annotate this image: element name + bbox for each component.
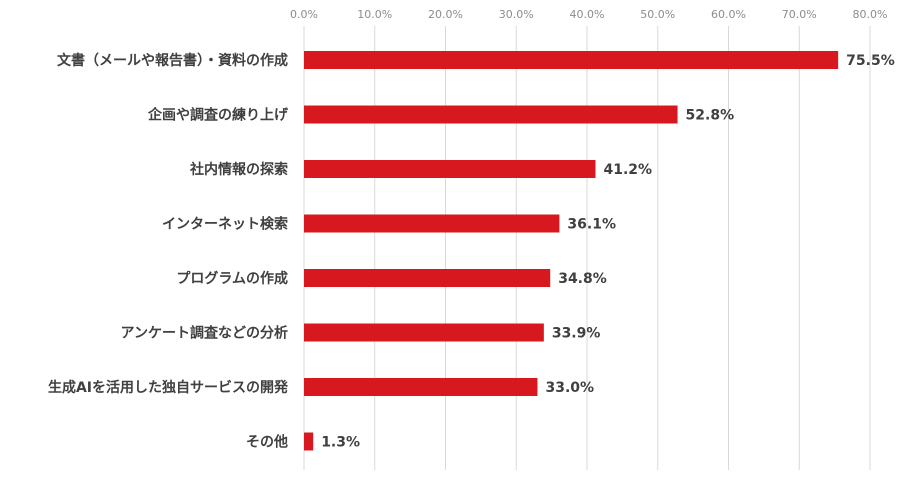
category-label: 文書（メールや報告書）・資料の作成 xyxy=(57,52,288,69)
x-tick-label: 60.0% xyxy=(711,8,746,21)
data-label: 41.2% xyxy=(603,162,652,178)
x-tick-label: 10.0% xyxy=(357,8,392,21)
data-label: 1.3% xyxy=(321,435,360,451)
data-label: 36.1% xyxy=(567,217,616,233)
data-label: 52.8% xyxy=(686,108,735,124)
data-label: 75.5% xyxy=(846,53,895,69)
category-label: プログラムの作成 xyxy=(176,270,288,287)
category-label: インターネット検索 xyxy=(162,216,288,233)
data-label: 33.9% xyxy=(552,326,601,342)
x-tick-label: 40.0% xyxy=(570,8,605,21)
bar xyxy=(304,269,551,287)
x-axis-ticks: 0.0% 10.0% 20.0% 30.0% 40.0% 50.0% 60.0% 70.0% 8… xyxy=(290,8,887,21)
x-tick-label: 80.0% xyxy=(853,8,888,21)
bar xyxy=(304,105,678,124)
x-tick-label: 0.0% xyxy=(290,8,318,21)
category-label: 社内情報の探索 xyxy=(189,161,288,178)
category-label: その他 xyxy=(246,434,288,451)
category-label: アンケート調査などの分析 xyxy=(121,325,288,342)
bar xyxy=(304,160,596,178)
category-label: 企画や調査の練り上げ xyxy=(147,107,289,124)
bar xyxy=(304,51,839,69)
gridlines xyxy=(303,26,871,470)
x-tick-label: 20.0% xyxy=(428,8,463,21)
bars xyxy=(304,51,839,451)
bar xyxy=(304,432,314,451)
x-tick-label: 50.0% xyxy=(640,8,675,21)
bar xyxy=(304,214,560,233)
bar xyxy=(304,323,544,342)
category-labels: 文書（メールや報告書）・資料の作成企画や調査の練り上げ社内情報の探索インターネッ… xyxy=(48,52,289,451)
bar xyxy=(304,378,538,396)
value-labels: 75.5% 52.8% 41.2% 36.1% 34.8% 33.9% 33.0% 1.3% xyxy=(321,53,895,451)
category-label: 生成AIを活用した独自サービスの開発 xyxy=(48,379,289,396)
x-tick-label: 30.0% xyxy=(499,8,534,21)
data-label: 33.0% xyxy=(545,380,594,396)
x-tick-label: 70.0% xyxy=(782,8,817,21)
data-label: 34.8% xyxy=(558,271,607,287)
